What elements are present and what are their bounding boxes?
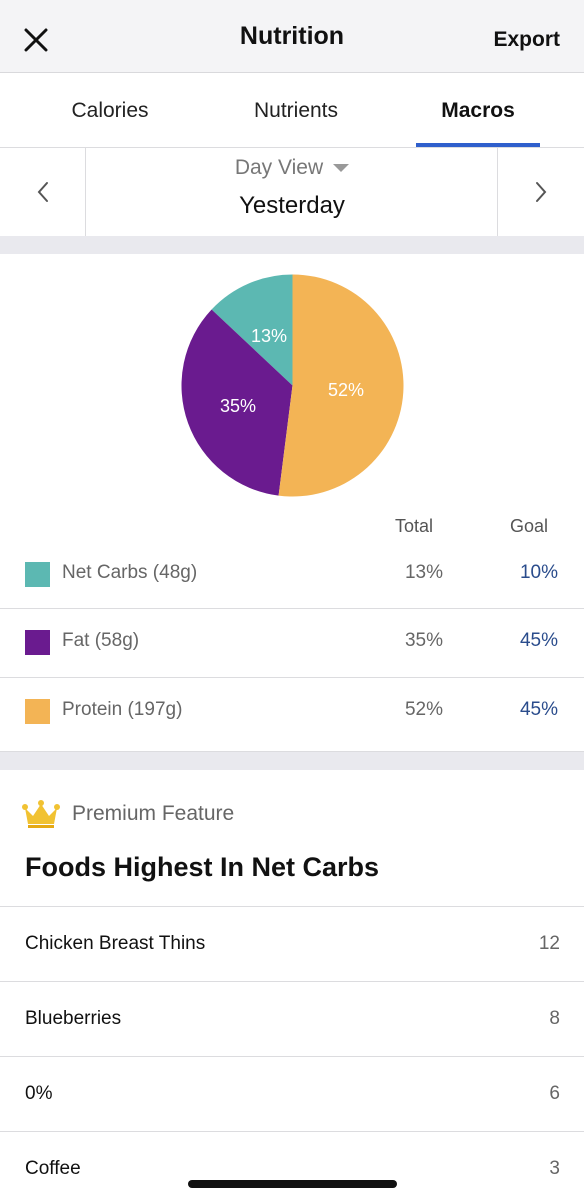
- protein-swatch: [25, 699, 50, 724]
- slice-label-net-carbs: 13%: [251, 326, 288, 346]
- chevron-right-icon: [536, 182, 547, 202]
- macro-name: Fat (58g): [62, 630, 140, 651]
- food-value: 6: [549, 1083, 560, 1104]
- macro-name: Protein (197g): [62, 699, 183, 720]
- macro-total: 52%: [404, 699, 443, 720]
- food-name: 0%: [25, 1083, 53, 1104]
- total-column-header: Total: [395, 516, 434, 536]
- selected-date: Yesterday: [239, 192, 345, 219]
- food-value: 8: [549, 1008, 560, 1029]
- page-title: Nutrition: [239, 22, 345, 50]
- row-divider: [0, 608, 584, 609]
- next-day-button[interactable]: [497, 148, 584, 236]
- day-selector: Day View Yesterday: [0, 148, 584, 236]
- previous-day-button[interactable]: [0, 148, 86, 236]
- export-button[interactable]: Export: [493, 28, 560, 51]
- section-gap: [0, 752, 584, 770]
- row-divider: [0, 677, 584, 678]
- macros-pie-chart: [181, 274, 404, 497]
- row-divider: [0, 1131, 584, 1132]
- pie-slice-protein: [278, 274, 404, 497]
- tab-nutrients[interactable]: Nutrients: [253, 98, 339, 122]
- food-name: Chicken Breast Thins: [25, 933, 206, 954]
- row-divider: [0, 1056, 584, 1057]
- goal-column-header: Goal: [510, 516, 549, 536]
- food-value: 12: [538, 933, 560, 954]
- row-divider: [0, 751, 584, 752]
- close-button[interactable]: [16, 20, 56, 60]
- home-indicator: [188, 1180, 397, 1188]
- section-gap: [0, 236, 584, 254]
- active-tab-indicator: [416, 143, 540, 147]
- foods-section-title: Foods Highest In Net Carbs: [25, 852, 380, 882]
- macro-total: 13%: [404, 562, 443, 583]
- macro-row-fat: Fat (58g) 35% 45%: [0, 608, 584, 677]
- tab-bar: Calories Nutrients Macros: [0, 73, 584, 148]
- premium-feature-badge: Premium Feature: [22, 798, 234, 830]
- top-bar: Nutrition Export: [0, 0, 584, 73]
- pie-slice-fat: [181, 309, 293, 496]
- caret-down-icon: [333, 164, 350, 173]
- food-row[interactable]: 0% 6: [0, 1057, 584, 1132]
- slice-label-protein: 52%: [328, 380, 365, 400]
- macro-row-protein: Protein (197g) 52% 45%: [0, 677, 584, 746]
- pie-slice-net-carbs: [211, 274, 293, 386]
- close-icon: [24, 28, 48, 52]
- tab-calories[interactable]: Calories: [71, 98, 149, 122]
- crown-icon: [22, 800, 60, 828]
- net-carbs-swatch: [25, 562, 50, 587]
- food-value: 3: [549, 1158, 560, 1179]
- day-view-label: Day View: [234, 156, 324, 179]
- food-name: Coffee: [25, 1158, 81, 1179]
- food-name: Blueberries: [25, 1008, 122, 1029]
- macro-goal: 45%: [519, 630, 558, 651]
- macro-total: 35%: [404, 630, 443, 651]
- row-divider: [0, 981, 584, 982]
- slice-label-fat: 35%: [220, 396, 257, 416]
- macro-name: Net Carbs (48g): [62, 562, 198, 583]
- macro-goal: 45%: [519, 699, 558, 720]
- row-divider: [0, 906, 584, 907]
- day-view-dropdown[interactable]: Day View: [86, 156, 498, 180]
- macro-goal: 10%: [519, 562, 558, 583]
- food-row[interactable]: Coffee 3: [0, 1132, 584, 1200]
- food-row[interactable]: Blueberries 8: [0, 982, 584, 1057]
- chevron-left-icon: [37, 182, 48, 202]
- tab-macros[interactable]: Macros: [441, 98, 515, 122]
- fat-swatch: [25, 630, 50, 655]
- macro-row-net-carbs: Net Carbs (48g) 13% 10%: [0, 540, 584, 609]
- premium-label: Premium Feature: [72, 802, 235, 825]
- food-row[interactable]: Chicken Breast Thins 12: [0, 907, 584, 982]
